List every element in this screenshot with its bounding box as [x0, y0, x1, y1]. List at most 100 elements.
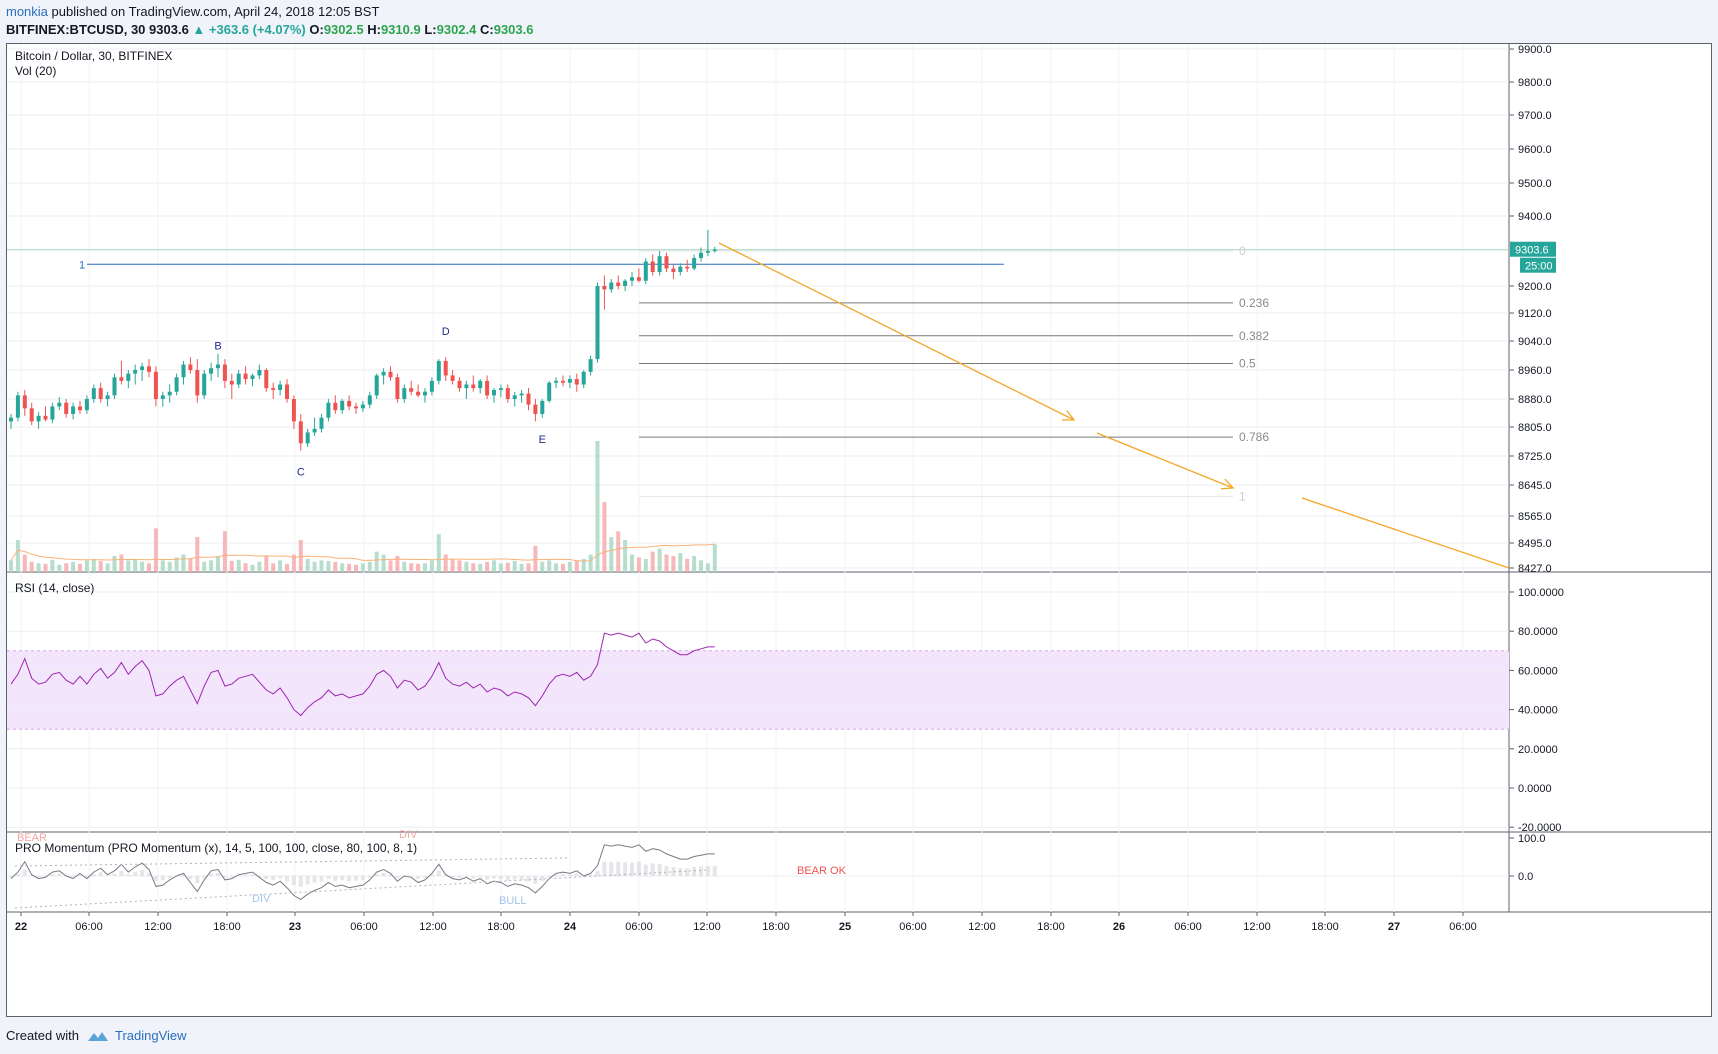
momentum-histogram-bar	[429, 874, 434, 876]
volume-bar	[443, 554, 448, 572]
candle-body	[657, 256, 662, 272]
candle-body	[561, 380, 565, 383]
volume-bar	[340, 563, 345, 572]
candle-body	[409, 388, 414, 392]
volume-bar	[291, 554, 296, 572]
volume-bar	[533, 545, 538, 572]
momentum-histogram-bar	[471, 876, 476, 879]
momentum-histogram-bar	[416, 876, 421, 879]
momentum-histogram-bar	[423, 876, 427, 878]
momentum-label: PRO Momentum (PRO Momentum (x), 14, 5, 1…	[15, 841, 417, 855]
momentum-histogram-bar	[664, 865, 669, 876]
time-tick-label: 23	[289, 921, 301, 933]
projection-arrow	[718, 242, 1075, 421]
candle-body	[581, 371, 586, 385]
candle-body	[360, 404, 365, 409]
chart-frame[interactable]: 9900.0 9800.0 9700.0 9600.0 9500.0 9400.0 9200…	[6, 43, 1712, 1017]
author-link[interactable]: monkia	[6, 4, 48, 19]
volume-bar	[423, 563, 427, 572]
momentum-histogram-bar	[195, 876, 200, 884]
volume-bar	[15, 539, 20, 572]
momentum-histogram-bar	[153, 876, 158, 881]
volume-bar	[71, 561, 76, 572]
momentum-histogram-bar	[457, 876, 462, 878]
candle-body	[91, 388, 96, 399]
momentum-histogram-bar	[692, 867, 697, 876]
candle-body	[57, 402, 62, 407]
publish-text: published on TradingView.com, April 24, …	[47, 4, 380, 19]
volume-bar	[271, 563, 276, 572]
candle-body	[285, 384, 289, 399]
momentum-histogram-bar	[305, 876, 310, 885]
candle-body	[602, 286, 607, 290]
tradingview-brand[interactable]: TradingView	[87, 1028, 187, 1043]
momentum-histogram-bar	[347, 876, 352, 882]
volume-bar	[326, 560, 331, 572]
time-tick-label: 18:00	[1311, 921, 1339, 933]
candle-body	[319, 417, 324, 429]
volume-bar	[609, 537, 614, 572]
volume-bar	[457, 560, 462, 572]
momentum-histogram-bar	[657, 864, 662, 876]
time-tick-label: 06:00	[625, 921, 653, 933]
volume-bar	[623, 539, 628, 572]
volume-bar	[354, 564, 358, 572]
open-label: O:	[309, 22, 324, 37]
momentum-histogram-bar	[519, 876, 524, 881]
time-tick-label: 18:00	[213, 921, 241, 933]
volume-bar	[64, 563, 69, 572]
momentum-histogram-bar	[616, 861, 621, 876]
volume-bar	[257, 561, 262, 572]
volume-bar	[195, 537, 200, 572]
momentum-histogram-bar	[326, 876, 331, 879]
change-value: ▲ +363.6 (+4.07%)	[192, 22, 306, 37]
candle-body	[298, 421, 303, 444]
price-tick-label: 8427.0	[1518, 563, 1552, 575]
candle-body	[643, 261, 648, 281]
chart-canvas[interactable]: 9900.0 9800.0 9700.0 9600.0 9500.0 9400.0 9200…	[7, 44, 1711, 1016]
volume-bar	[319, 560, 324, 572]
volume-bar	[692, 555, 697, 572]
candle-body	[333, 402, 338, 411]
candle-body	[519, 393, 524, 396]
momentum-histogram-bar	[636, 861, 641, 876]
candle-body	[374, 375, 379, 396]
candle-body	[554, 380, 559, 383]
momentum-histogram-bar	[409, 876, 414, 877]
momentum-histogram-bar	[209, 873, 214, 876]
last-price-tag-label: 9303.6	[1515, 245, 1549, 257]
volume-bar	[595, 441, 600, 572]
fib-level-label: 0.236	[1239, 296, 1269, 310]
volume-bar	[671, 555, 676, 572]
volume-bar	[567, 561, 572, 572]
candle-body	[395, 377, 400, 399]
volume-bar	[347, 563, 352, 572]
candle-body	[685, 266, 690, 269]
volume-bar	[636, 557, 641, 572]
candle-body	[671, 268, 676, 272]
time-tick-label: 12:00	[693, 921, 721, 933]
fib-level-label: 0.382	[1239, 329, 1269, 343]
time-tick-label: 18:00	[1037, 921, 1065, 933]
time-tick-label: 06:00	[350, 921, 378, 933]
candle-body	[492, 389, 496, 396]
volume-bar	[174, 557, 179, 572]
momentum-histogram-bar	[36, 876, 41, 878]
volume-bar	[188, 558, 193, 572]
candle-body	[574, 379, 579, 385]
momentum-histogram-bar	[188, 876, 193, 879]
momentum-histogram-bar	[98, 872, 103, 876]
candle-body	[712, 249, 717, 251]
volume-bar	[643, 558, 648, 572]
candle-body	[616, 282, 621, 286]
candle-body	[133, 370, 138, 374]
volume-bar	[485, 561, 490, 572]
momentum-trend-line	[14, 869, 708, 909]
candle-body	[312, 428, 317, 433]
volume-bar	[409, 563, 414, 572]
last-price: 9303.6	[149, 22, 189, 37]
time-tick-label: 18:00	[762, 921, 790, 933]
momentum-histogram-bar	[436, 870, 441, 876]
volume-bar	[678, 553, 683, 572]
candle-body	[533, 404, 538, 414]
